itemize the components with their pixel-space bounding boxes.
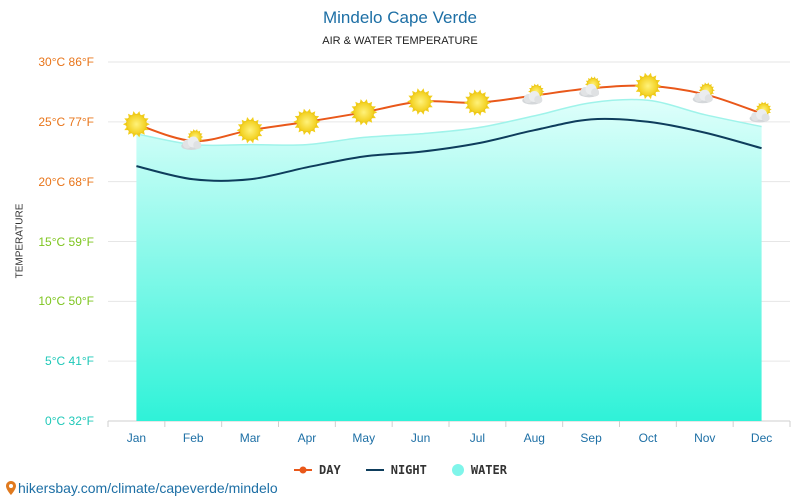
source-text[interactable]: hikersbay.com/climate/capeverde/mindelo [18,480,278,496]
cloud-shape [692,89,713,104]
x-tick-label: Jul [469,431,486,445]
legend-label-night: NIGHT [390,463,427,477]
cloud-part [534,95,543,104]
cloud-shape [522,91,543,105]
y-tick-label: 25°C 77°F [38,114,94,129]
sun-disc [126,113,147,135]
cloud-part [591,88,600,97]
legend-label-day: DAY [319,463,341,477]
chart-title: Mindelo Cape Verde [322,8,478,27]
chart-subtitle: AIR & WATER TEMPERATURE [322,35,478,47]
sun-cloud-icon [522,83,545,105]
sun-icon [634,72,662,100]
y-tick-label: 5°C 41°F [45,354,94,369]
x-tick-label: May [352,431,376,445]
legend-label-water: WATER [470,463,507,477]
sun-icon [293,108,321,135]
sun-disc [467,92,488,113]
sun-icon [350,99,378,126]
chart-legend: DAY NIGHT WATER [0,463,800,477]
y-tick-label: 10°C 50°F [38,294,94,309]
sun-disc [296,111,318,133]
sun-disc [637,75,659,97]
water-line [136,98,762,147]
legend-item-water: WATER [451,463,507,477]
cloud-shape [579,83,600,98]
cloud-part [193,140,202,149]
y-tick-label: 0°C 32°F [45,414,94,428]
sun-disc [353,101,375,123]
x-tick-label: Sep [580,431,602,445]
legend-item-night: NIGHT [365,463,427,477]
location-pin-icon [6,481,16,495]
sun-cloud-icon [579,76,602,98]
cloud-part [704,94,713,103]
x-tick-label: Mar [239,431,261,445]
x-tick-label: Aug [523,431,545,445]
sun-icon [463,89,491,116]
source-link[interactable]: hikersbay.com/climate/capeverde/mindelo [6,480,278,496]
y-tick-label: 20°C 68°F [38,174,94,189]
sun-icon [122,111,150,138]
night-line [136,117,762,182]
sun-disc [239,119,261,141]
sun-cloud-icon [181,129,204,150]
x-tick-label: Apr [297,431,317,445]
legend-day-marker [294,466,313,474]
sun-icon [407,88,435,115]
water-area [136,99,762,421]
legend-item-day: DAY [293,463,341,477]
legend-night-marker [365,469,384,471]
sun-cloud-icon [749,101,772,123]
cloud-shape [749,108,770,123]
x-tick-label: Feb [182,431,204,445]
y-tick-label: 30°C 86°F [38,55,94,69]
cloud-shape [181,136,202,150]
x-tick-label: Jun [410,431,431,445]
cloud-part [761,113,770,122]
sun-icon [236,117,264,144]
y-tick-label: 15°C 59°F [38,234,94,249]
x-tick-label: Nov [694,431,716,445]
x-tick-label: Jan [126,431,147,445]
legend-water-marker [451,464,464,476]
sun-disc [410,91,431,112]
x-tick-label: Oct [638,431,658,445]
x-tick-label: Dec [750,431,773,445]
sun-cloud-icon [692,82,715,104]
